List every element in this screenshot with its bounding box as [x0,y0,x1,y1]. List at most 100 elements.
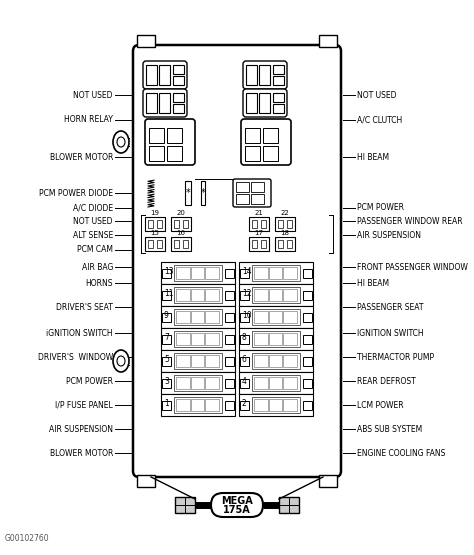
Bar [145,217,165,231]
Bar [191,355,204,367]
Bar [239,262,313,284]
Bar [251,194,264,204]
Bar [252,220,257,228]
Text: *: * [186,188,191,198]
Bar [162,335,171,344]
Text: 21: 21 [255,210,264,216]
Bar [252,265,300,281]
Bar [273,65,284,74]
Bar [201,181,205,205]
Bar [287,220,292,228]
Bar [149,146,164,161]
Bar [240,291,249,300]
Bar [161,350,235,372]
Bar [283,289,297,301]
Bar [254,311,268,323]
Text: PCM POWER: PCM POWER [66,376,113,386]
Bar [146,65,157,85]
Bar [176,311,190,323]
Bar [239,328,313,350]
Text: A/C CLUTCH: A/C CLUTCH [357,115,402,124]
Bar [252,287,300,303]
Bar [249,237,269,251]
Bar [176,377,190,389]
Bar [278,220,283,228]
Bar [149,128,164,143]
Bar [254,289,268,301]
Bar [252,331,300,347]
Text: 8: 8 [242,334,247,342]
Text: FRONT PASSENGER WINDOW: FRONT PASSENGER WINDOW [357,263,468,271]
Bar [159,93,170,113]
Bar [162,291,171,300]
Bar [259,65,270,85]
Bar [176,333,190,345]
Bar [145,237,165,251]
Text: NOT USED: NOT USED [73,216,113,225]
FancyBboxPatch shape [241,119,291,165]
Bar [157,220,162,228]
Text: THERMACTOR PUMP: THERMACTOR PUMP [357,352,434,361]
Text: PASSENGER WINDOW REAR: PASSENGER WINDOW REAR [357,216,463,225]
Text: 22: 22 [281,210,289,216]
Bar [236,182,249,192]
Bar [157,240,162,248]
Text: ALT SENSE: ALT SENSE [73,230,113,240]
Bar [269,311,283,323]
Bar [283,311,297,323]
Bar [240,269,249,278]
Bar [240,335,249,344]
Bar [303,313,312,322]
Bar [205,289,219,301]
Bar [191,333,204,345]
Bar [252,309,300,325]
Bar [269,377,283,389]
Bar [240,401,249,410]
Bar [261,240,266,248]
Text: 20: 20 [176,210,185,216]
Ellipse shape [113,350,129,372]
Bar [269,267,283,279]
Text: REAR DEFROST: REAR DEFROST [357,376,416,386]
Text: 19: 19 [151,210,159,216]
Bar [303,291,312,300]
Text: *: * [201,188,205,198]
Bar [240,357,249,366]
FancyBboxPatch shape [143,89,187,117]
Bar [183,240,188,248]
FancyBboxPatch shape [145,119,195,165]
Text: 5: 5 [164,356,169,365]
Text: A/C DIODE: A/C DIODE [73,204,113,213]
Bar [319,35,337,47]
Bar [303,335,312,344]
Bar [191,289,204,301]
Text: 14: 14 [242,268,252,276]
Text: I/P FUSE PANEL: I/P FUSE PANEL [55,401,113,410]
Text: HORNS: HORNS [85,279,113,287]
Text: NOT USED: NOT USED [357,90,396,99]
Bar [205,399,219,411]
Bar [254,355,268,367]
Text: 16: 16 [176,230,185,236]
Bar [240,313,249,322]
Text: NOT USED: NOT USED [73,90,113,99]
Bar [275,237,295,251]
Bar [249,217,269,231]
Text: 13: 13 [164,268,173,276]
Bar [161,372,235,394]
Bar [205,311,219,323]
Text: HI BEAM: HI BEAM [357,279,389,287]
Bar [161,306,235,328]
Bar [148,240,153,248]
Text: 10: 10 [242,311,252,320]
Bar [269,355,283,367]
Text: G00102760: G00102760 [5,534,50,543]
Bar [225,313,234,322]
Bar [162,401,171,410]
Bar [185,181,191,205]
Bar [254,377,268,389]
Bar [269,289,283,301]
Bar [191,311,204,323]
Bar [171,217,191,231]
Bar [239,372,313,394]
